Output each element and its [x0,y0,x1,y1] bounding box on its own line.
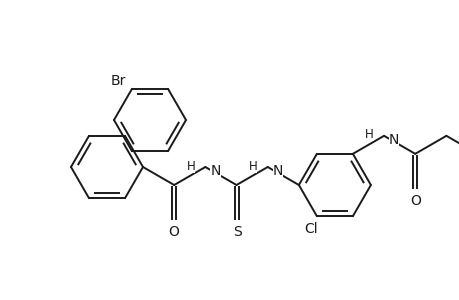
Text: N: N [210,164,220,178]
Text: N: N [388,133,398,147]
Text: N: N [272,164,282,178]
Text: S: S [233,225,241,239]
Text: H: H [364,128,373,141]
Text: H: H [186,160,195,172]
Text: Br: Br [110,74,125,88]
Text: Cl: Cl [303,222,317,236]
Text: H: H [248,160,257,172]
Text: O: O [409,194,420,208]
Text: O: O [168,225,179,239]
